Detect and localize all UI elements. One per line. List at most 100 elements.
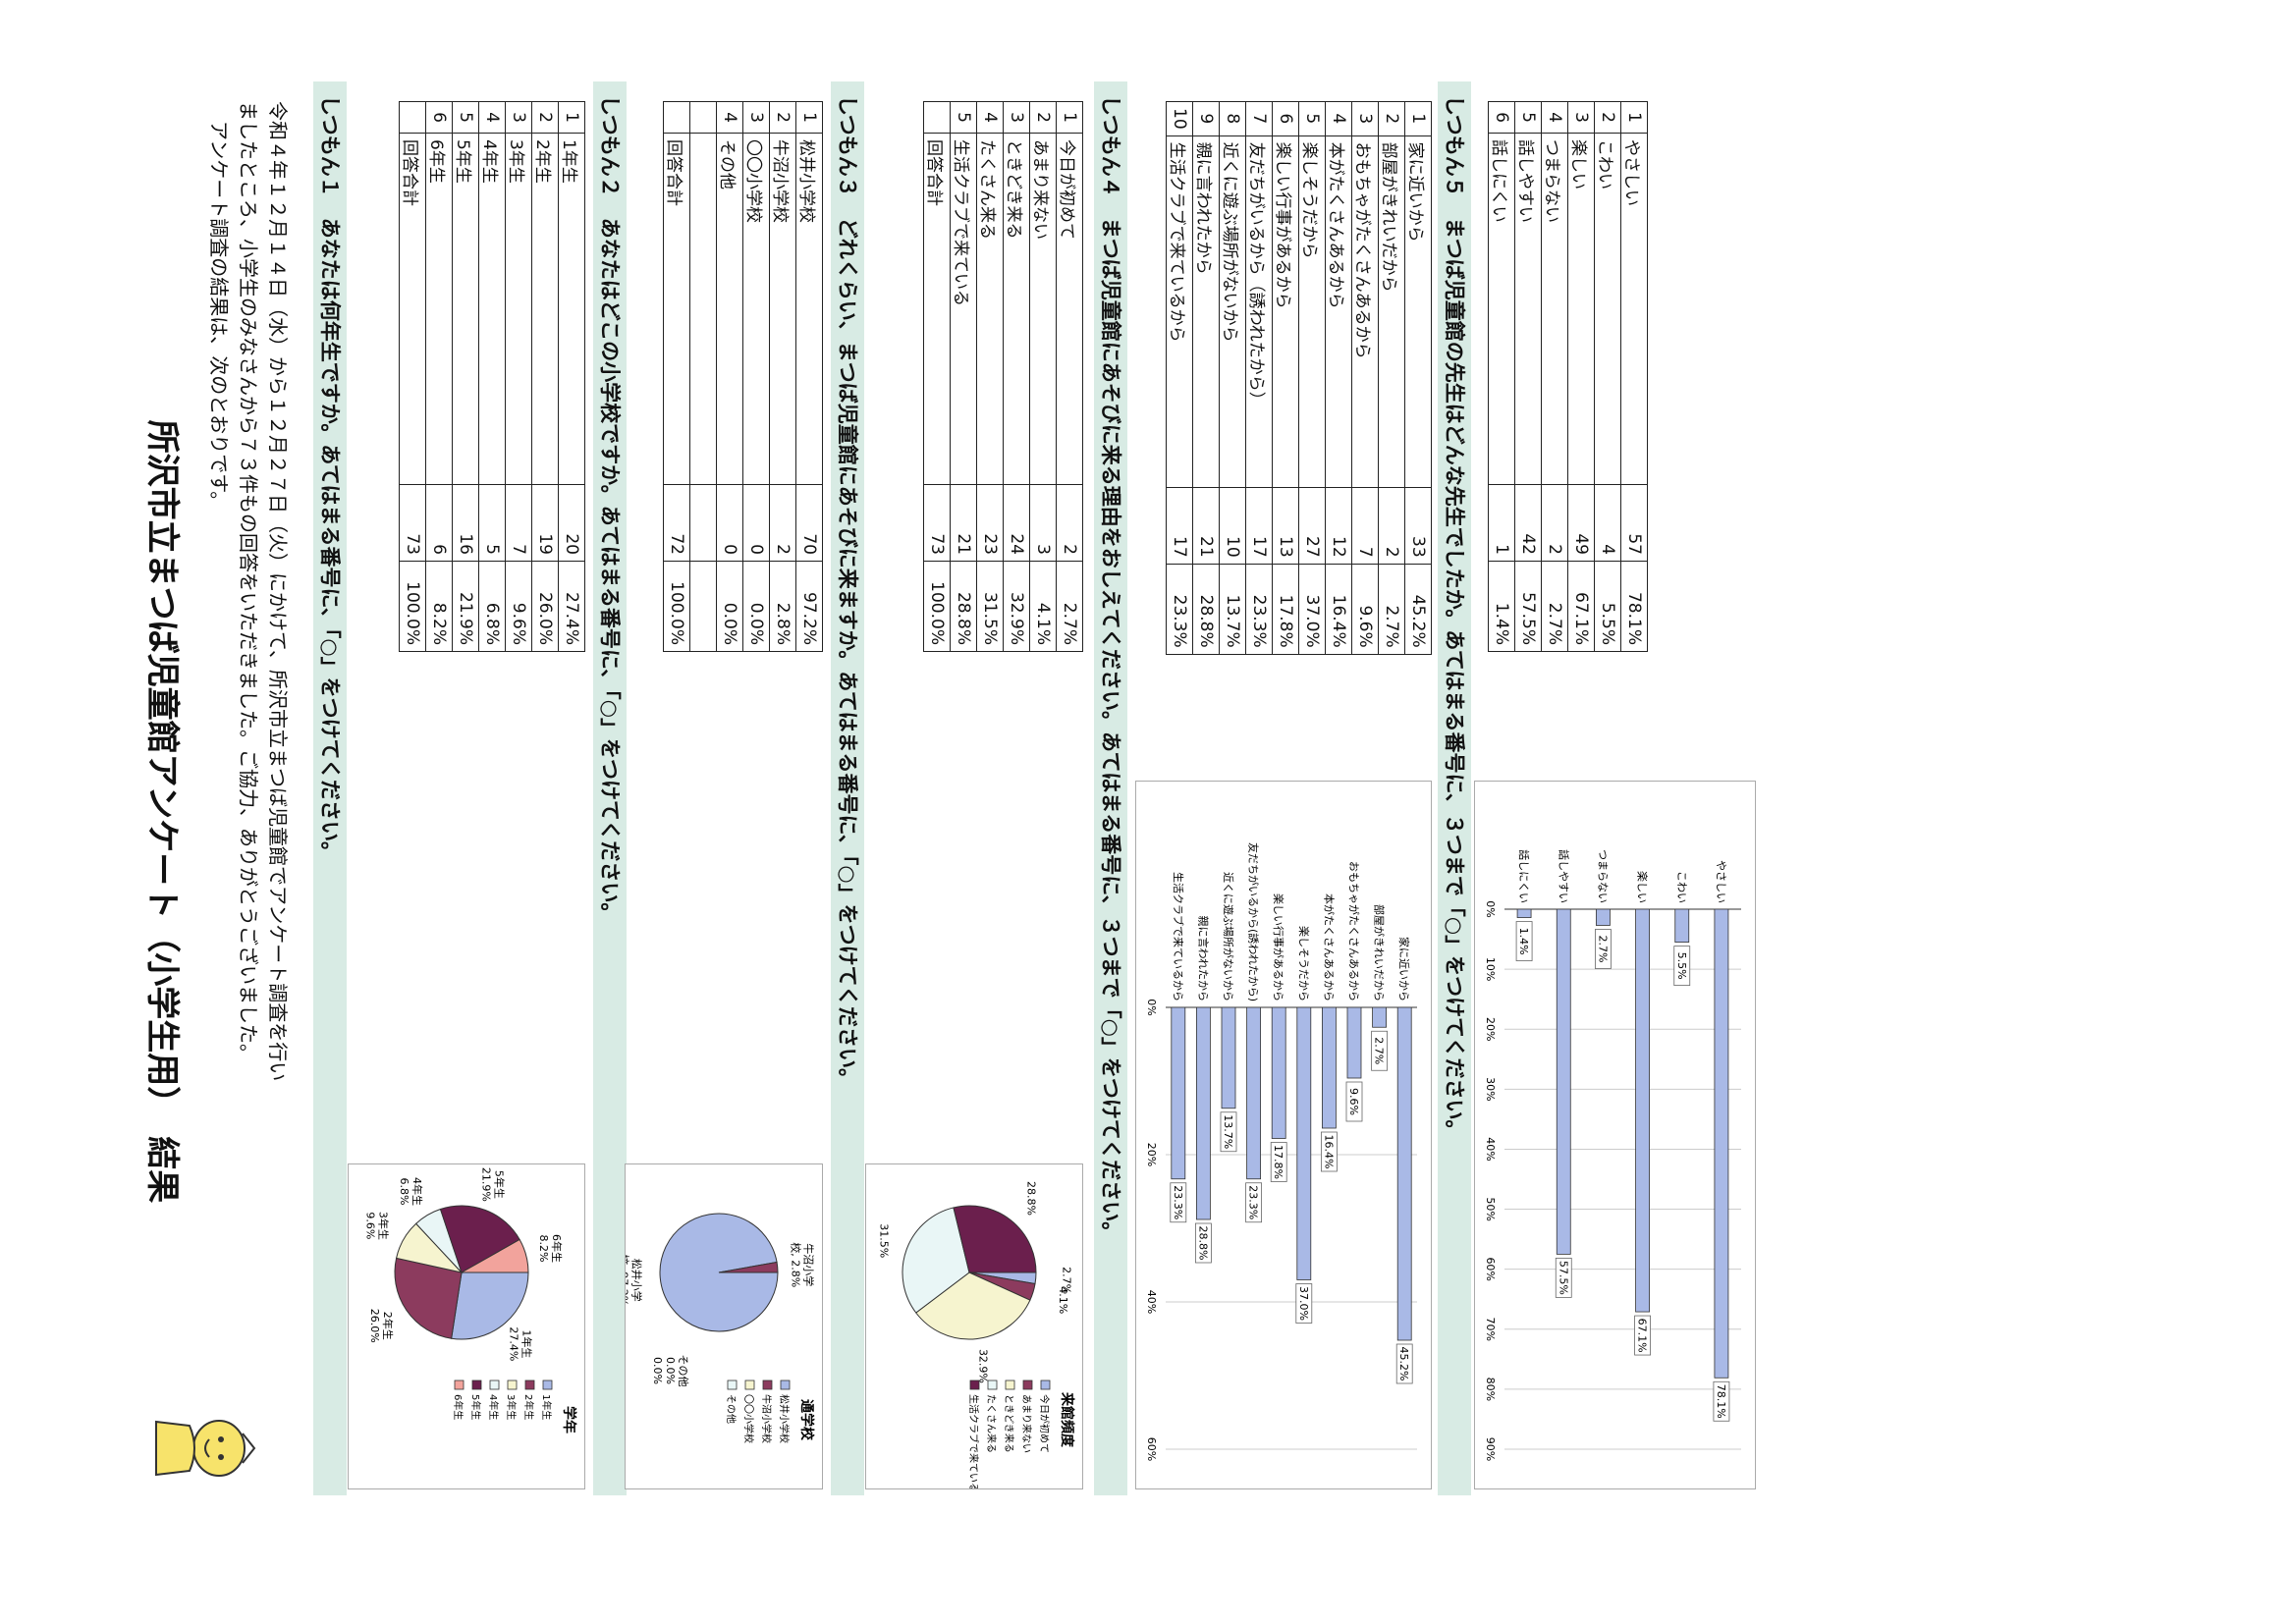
category-label: 部屋がきれいだから	[1373, 904, 1387, 1001]
pie-slice-label: 2.7%	[1061, 1267, 1073, 1294]
table-row: 4 つまらない 2 2.7%	[1541, 101, 1568, 652]
row-count: 0	[716, 484, 743, 562]
pie-slice-label-line: 6.8%	[398, 1177, 410, 1205]
legend-swatch	[1040, 1380, 1051, 1390]
table-row: 3 おもちゃがたくさんあるから 7 9.6%	[1351, 101, 1379, 655]
legend-swatch	[987, 1380, 998, 1390]
row-percent: 37.0%	[1298, 564, 1326, 655]
pie-slice-label: 松井小学校, 97.2%	[626, 1254, 643, 1306]
row-percent: 97.2%	[795, 561, 823, 652]
data-label: 23.3%	[1172, 1185, 1184, 1219]
row-label: 楽しい	[1567, 133, 1595, 485]
intro-text: 令和４年１２月１４日（水）から１２月２７日（火）にかけて、所沢市立まつば児童館で…	[204, 101, 293, 1338]
legend-swatch	[744, 1380, 755, 1390]
row-label: 3年生	[505, 133, 532, 485]
table-row: 10 生活クラブで来ているから 17 23.3%	[1166, 101, 1193, 655]
row-count: 42	[1514, 484, 1542, 562]
table-row: 1 松井小学校 70 97.2%	[795, 101, 823, 652]
table-row: 4 本がたくさんあるから 12 16.4%	[1325, 101, 1352, 655]
pie-slice-label-line: 21.9%	[479, 1167, 492, 1202]
row-number: 6	[1488, 101, 1515, 134]
row-label: つまらない	[1541, 133, 1568, 485]
table-row: 1 やさしい 57 78.1%	[1620, 101, 1648, 652]
data-label-box	[1220, 1111, 1237, 1153]
table-row: 6 楽しい行事があるから 13 17.8%	[1272, 101, 1299, 655]
row-label: 1年生	[558, 133, 585, 485]
row-number: 5	[950, 101, 977, 134]
row-number: 7	[1245, 101, 1273, 136]
chart-title: 学年	[561, 1406, 577, 1434]
data-label-box	[1170, 1182, 1187, 1223]
pie-outside-label-line: 0.0%	[664, 1357, 677, 1384]
row-count: 17	[1166, 487, 1193, 565]
row-percent: 78.1%	[1620, 561, 1648, 652]
chart-teacher-bar: 0% 10% 20% 30% 40% 50% 60% 70% 80% 90% やさしい 78.1% こわ…	[1474, 781, 1756, 1489]
bar	[1322, 1006, 1337, 1129]
row-count: 3	[1029, 484, 1057, 562]
table-row: 4 4年生 5 6.8%	[478, 101, 506, 652]
row-count: 1	[1488, 484, 1515, 562]
row-number: 3	[1003, 101, 1030, 134]
table-row: 6 話しにくい 1 1.4%	[1488, 101, 1515, 652]
pie-slice-label-line: 4.1%	[1057, 1286, 1069, 1314]
table-row: 3 3年生 7 9.6%	[505, 101, 532, 652]
category-label: やさしい	[1715, 860, 1727, 903]
row-count: 7	[505, 484, 532, 562]
pie-slice-label-line: 27.4%	[508, 1326, 520, 1361]
category-label: 親に言われたから	[1196, 916, 1209, 1001]
data-label: 2.7%	[1596, 936, 1609, 963]
row-count: 23	[976, 484, 1004, 562]
row-number	[399, 101, 426, 134]
row-count: 33	[1404, 487, 1432, 565]
row-number: 2	[1029, 101, 1057, 134]
row-number: 5	[1298, 101, 1326, 136]
row-label: こわい	[1594, 133, 1621, 485]
data-label-box	[1673, 946, 1691, 987]
row-number: 1	[1620, 101, 1648, 134]
question-5-table: 1 やさしい 57 78.1% 2 こわい 4 5.5% 3 楽しい 49 67.1% 4 つまらな…	[1488, 101, 1648, 652]
bar	[1221, 1006, 1236, 1109]
row-percent: 9.6%	[505, 561, 532, 652]
row-number: 1	[1404, 101, 1432, 136]
pie-slice	[718, 1261, 779, 1273]
data-label: 23.3%	[1247, 1185, 1260, 1219]
category-label: 近くに遊ぶ場所がないから	[1222, 872, 1235, 1001]
data-label-box	[1595, 929, 1612, 969]
row-percent: 6.8%	[478, 561, 506, 652]
legend-swatch	[1022, 1380, 1033, 1390]
row-count: 2	[769, 484, 796, 562]
axis-tick-label: 0%	[1484, 900, 1497, 917]
axis-tick-label: 50%	[1484, 1197, 1497, 1220]
table-row: 1 今日が初めて 2 2.7%	[1056, 101, 1083, 652]
row-percent: 2.7%	[1056, 561, 1083, 652]
bar	[1346, 1006, 1362, 1079]
pie-slice-label-line: 26.0%	[368, 1309, 381, 1343]
legend-label: 6年生	[452, 1394, 465, 1420]
table-row: 3 ときどき来る 24 32.9%	[1003, 101, 1030, 652]
row-percent: 5.5%	[1594, 561, 1621, 652]
data-label: 9.6%	[1347, 1088, 1360, 1115]
axis-tick-label: 60%	[1145, 1437, 1158, 1461]
pie-slice	[394, 1257, 463, 1339]
total-count: 72	[663, 484, 690, 562]
category-label: 楽しい行事があるから	[1272, 893, 1285, 1001]
pie-slice-label-line: 2.7%	[1061, 1267, 1073, 1294]
question-5-heading: しつもん５ まつば児童館の先生はどんな先生でしたか。あてはまる番号に、３つまで「…	[1438, 81, 1471, 1495]
bar	[1635, 908, 1650, 1313]
row-number: 9	[1192, 101, 1220, 136]
row-number: 4	[1541, 101, 1568, 134]
pie-slice-label-line: 松井小学	[629, 1259, 643, 1302]
row-percent: 28.8%	[1192, 564, 1220, 655]
category-label: 楽しそうだから	[1297, 926, 1310, 1001]
total-percent: 100.0%	[923, 561, 951, 652]
category-label: おもちゃがたくさんあるから	[1347, 861, 1361, 1001]
table-row: 1 家に近いから 33 45.2%	[1404, 101, 1432, 655]
pie-slice-label-line: 31.5%	[878, 1223, 891, 1258]
axis-tick-label: 40%	[1145, 1290, 1158, 1314]
row-count: 0	[742, 484, 770, 562]
pie-slice-label: 28.8%	[1024, 1181, 1037, 1216]
row-percent: 32.9%	[1003, 561, 1030, 652]
data-label-box	[1371, 1030, 1388, 1071]
row-percent: 27.4%	[558, 561, 585, 652]
